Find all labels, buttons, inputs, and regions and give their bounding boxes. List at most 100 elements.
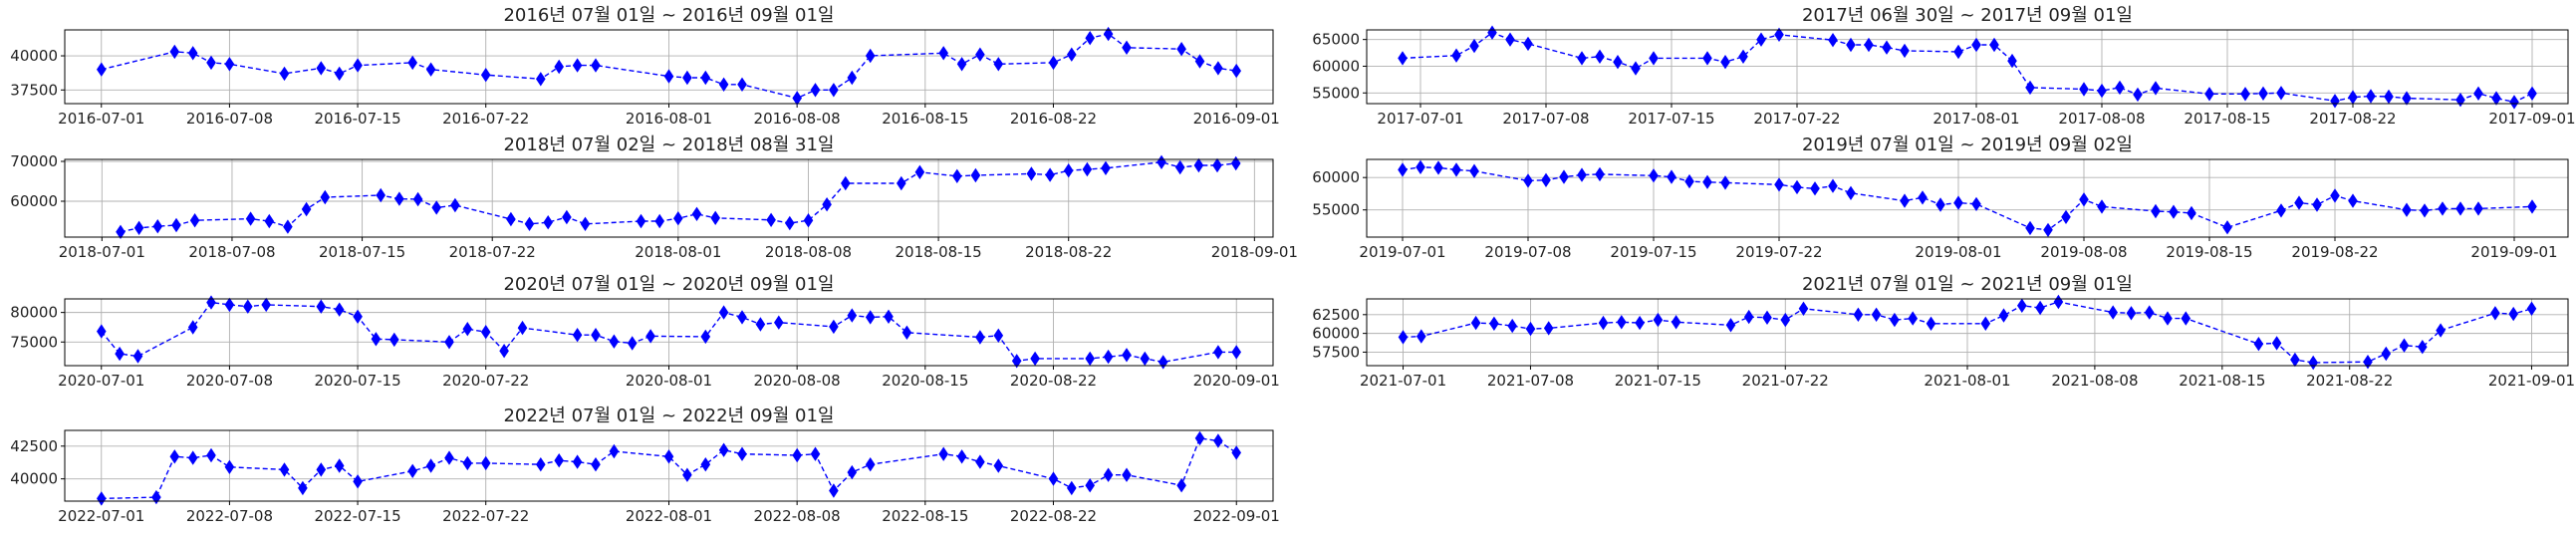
data-point [506,211,516,227]
data-point [1451,48,1461,63]
data-point [1671,315,1681,330]
data-point [2384,89,2394,105]
data-point [1774,177,1784,192]
x-tick-label: 2019-08-08 [2040,243,2127,261]
data-point [407,463,417,478]
data-point [766,212,776,227]
data-point [1103,26,1114,42]
data-point [737,310,747,325]
data-point [224,57,235,72]
data-point [2144,305,2155,320]
data-point [700,457,711,472]
x-tick-label: 2018-08-01 [635,243,721,261]
data-point [993,328,1004,343]
chart-title: 2018년 07월 02일 ~ 2018년 08월 31일 [503,134,834,155]
x-tick-label: 2019-08-15 [2166,243,2252,261]
data-point [1935,197,1945,212]
data-point [847,464,858,480]
data-point [737,446,747,461]
data-point [1762,310,1772,325]
data-point [2491,91,2501,106]
data-point [1487,25,1497,40]
data-point [2312,197,2322,212]
plot-frame [64,158,1274,238]
data-point [334,66,345,82]
chart-title: 2019년 07월 01일 ~ 2019년 09월 02일 [1802,134,2133,155]
data-point [691,206,702,221]
series-line [1402,166,2533,231]
data-point [171,217,181,233]
chart-title: 2017년 06월 30일 ~ 2017년 09월 01일 [1802,5,2133,26]
data-point [224,459,235,474]
data-point [2133,87,2143,103]
x-tick-label: 2017-08-22 [2309,110,2396,128]
x-tick-label: 2016-07-22 [442,110,529,128]
data-point [412,191,423,207]
x-tick-label: 2022-08-22 [1010,507,1097,525]
x-tick-label: 2016-07-08 [186,110,273,128]
data-point [710,210,720,225]
data-point [1792,179,1802,195]
data-point [663,449,674,464]
data-point [847,308,858,323]
data-point [353,58,363,73]
x-tick-label: 2020-08-01 [626,372,712,390]
data-point [2381,346,2392,362]
y-tick-label: 70000 [10,152,58,170]
data-point [2035,300,2045,316]
data-point [1846,185,1856,200]
data-point [169,449,180,464]
x-tick-label: 2017-07-01 [1377,110,1463,128]
series-line [1402,31,2533,104]
data-point [1158,355,1168,370]
chart-panel-2: 2017년 06월 30일 ~ 2017년 09월 01일 2017-07-01 2… [1312,5,2575,128]
data-point [2222,220,2232,235]
data-point [2079,82,2089,97]
y-tick-label: 55000 [1312,84,1360,102]
x-tick-label: 2021-07-01 [1360,372,1446,390]
x-tick-label: 2018-09-01 [1211,243,1298,261]
data-point [1085,351,1095,367]
data-point [627,336,638,351]
data-point [97,491,107,506]
data-point [2330,94,2340,109]
data-point [1635,315,1645,331]
data-point [1613,55,1623,70]
data-point [785,215,795,231]
data-point [206,55,216,71]
data-point [755,317,766,332]
data-point [1738,49,1748,64]
data-point [189,213,200,228]
data-point [1595,49,1605,64]
data-point [151,489,161,505]
data-point [480,325,491,340]
data-point [2151,203,2161,219]
data-point [803,213,814,228]
x-tick-label: 2019-07-22 [1735,243,1822,261]
data-point [2276,86,2286,101]
x-tick-label: 2020-08-22 [1010,372,1097,390]
data-point [654,213,664,229]
data-point [187,450,198,465]
data-point [580,216,591,231]
chart-panel-1: 2016년 07월 01일 ~ 2016년 09월 01일 2016-07-01 2… [10,5,1280,128]
data-point [975,330,985,345]
data-point [774,315,784,330]
data-point [444,450,454,465]
plot-frame [64,429,1274,502]
data-point [1900,193,1910,208]
data-point [1846,37,1856,53]
data-point [320,189,331,205]
data-point [718,305,729,320]
x-tick-label: 2021-08-22 [2306,372,2393,390]
data-point [609,334,620,349]
data-point [1559,169,1569,184]
data-point [187,320,198,335]
x-tick-label: 2022-08-15 [882,507,968,525]
data-point [1085,31,1095,46]
data-point [1213,433,1223,448]
x-tick-label: 2020-07-22 [442,372,529,390]
data-point [1864,37,1874,53]
x-tick-label: 2019-07-08 [1484,243,1571,261]
data-point [2418,340,2428,355]
